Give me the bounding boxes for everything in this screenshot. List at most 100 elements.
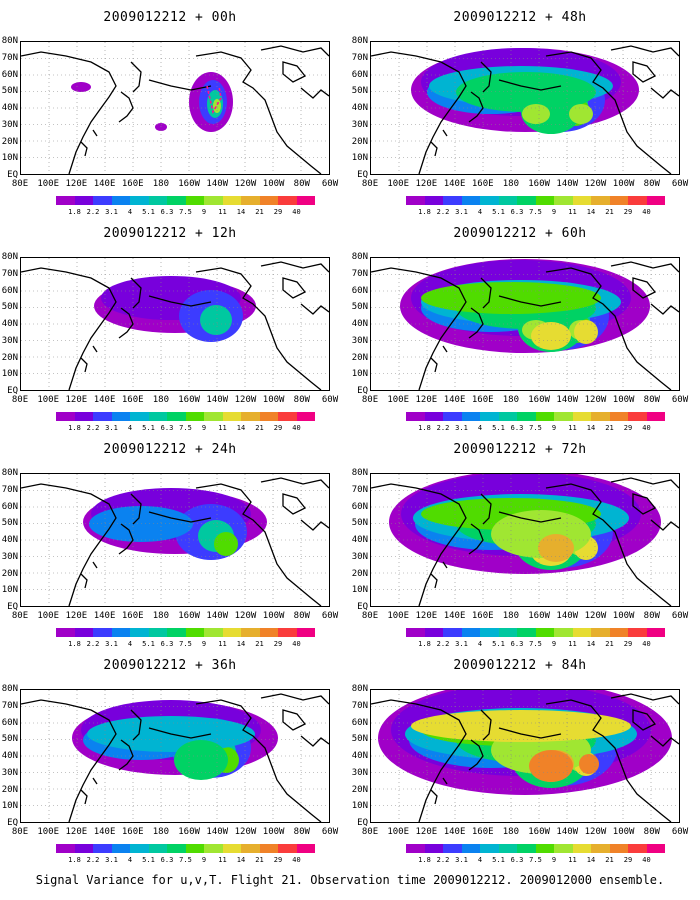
- latitude-label: 20N: [351, 784, 368, 795]
- variance-contour: [569, 104, 593, 124]
- latitude-label: 10N: [351, 153, 368, 164]
- colorbar-swatch: [278, 844, 297, 853]
- longitude-label: 80E: [11, 611, 29, 621]
- colorbar-swatch: [609, 196, 628, 205]
- longitude-label: 100W: [262, 611, 285, 621]
- colorbar-swatch: [572, 412, 591, 421]
- latitude-label: EQ: [7, 170, 18, 180]
- coastline: [118, 739, 134, 771]
- colorbar-label: 1.8: [68, 424, 81, 432]
- map-canvas: [371, 690, 679, 822]
- colorbar-label: 7.5: [179, 856, 192, 864]
- latitude-label: 80N: [351, 684, 368, 694]
- colorbar-label: 4: [477, 424, 483, 432]
- latitude-label: 80N: [351, 468, 368, 478]
- longitude-label: 120E: [65, 827, 88, 837]
- colorbar-swatch: [204, 412, 223, 421]
- colorbar-swatch: [185, 412, 204, 421]
- colorbar-label: 1.8: [68, 856, 81, 864]
- colorbar-label: 5.1: [492, 208, 505, 216]
- latitude-label: 80N: [1, 36, 18, 46]
- colorbar-label: 6.3: [510, 208, 524, 216]
- longitude-label: 140E: [443, 395, 466, 405]
- colorbar-label: 14: [236, 856, 246, 864]
- colorbar-swatch: [148, 628, 167, 637]
- colorbar-label: 40: [642, 208, 651, 216]
- coastline: [21, 699, 117, 822]
- latitude-label: 70N: [1, 700, 18, 711]
- colorbar-swatch: [278, 196, 297, 205]
- variance-contour: [579, 754, 599, 774]
- longitude-label: 180: [502, 827, 520, 837]
- colorbar-swatch: [443, 412, 462, 421]
- colorbar-label: 7.5: [179, 424, 192, 432]
- latitude-label: 40N: [1, 535, 18, 545]
- longitude-label: 160W: [528, 611, 550, 621]
- colorbar-label: 21: [605, 856, 614, 864]
- longitude-label: 180: [152, 611, 170, 621]
- longitude-label: 180: [502, 179, 520, 189]
- colorbar-swatch: [111, 196, 130, 205]
- coastline: [21, 483, 117, 606]
- longitude-label: 160W: [178, 395, 200, 405]
- coastline: [430, 789, 438, 805]
- colorbar-label: 2.2: [86, 640, 100, 648]
- colorbar-label: 6.3: [160, 856, 174, 864]
- colorbar-label: 6.3: [510, 856, 524, 864]
- coastline: [260, 693, 329, 705]
- colorbar-swatch: [609, 844, 628, 853]
- coastline: [442, 129, 448, 137]
- coastline: [545, 51, 672, 174]
- longitude-label: 160W: [528, 827, 550, 837]
- latitude-label: EQ: [7, 818, 18, 828]
- colorbar-label: 3.1: [105, 640, 118, 648]
- latitude-label: 10N: [1, 369, 18, 380]
- latitude-label: 20N: [351, 136, 368, 147]
- longitude-label: 80W: [293, 395, 310, 405]
- longitude-label: 100E: [387, 827, 410, 837]
- colorbar-label: 4: [477, 856, 483, 864]
- colorbar-swatch: [591, 844, 610, 853]
- colorbar-swatch: [74, 196, 93, 205]
- latitude-label: 10N: [351, 585, 368, 596]
- latitude-label: 80N: [1, 468, 18, 478]
- longitude-label: 140E: [93, 179, 116, 189]
- latitude-label: 30N: [351, 119, 368, 130]
- panel-title: 2009012212 + 12h: [103, 226, 237, 241]
- latitude-label: 40N: [1, 319, 18, 329]
- coastline: [498, 511, 562, 523]
- coastline: [118, 307, 134, 339]
- longitude-label: 120E: [65, 179, 88, 189]
- latitude-label: 10N: [1, 585, 18, 596]
- longitude-label: 60W: [321, 179, 339, 189]
- panel-title: 2009012212 + 48h: [453, 10, 587, 25]
- coastline: [610, 477, 679, 489]
- latitude-label: 20N: [1, 568, 18, 579]
- colorbar-label: 14: [236, 208, 246, 216]
- colorbar-swatch: [498, 844, 517, 853]
- coastline: [650, 735, 679, 747]
- colorbar-label: 7.5: [179, 640, 192, 648]
- colorbar-swatch: [480, 412, 499, 421]
- colorbar-swatch: [259, 844, 278, 853]
- longitude-label: 80E: [11, 395, 29, 405]
- latitude-label: EQ: [357, 818, 368, 828]
- latitude-label: 20N: [1, 784, 18, 795]
- latitude-label: 80N: [1, 684, 18, 694]
- longitude-label: 60W: [321, 611, 339, 621]
- longitude-label: 100E: [37, 611, 60, 621]
- longitude-label: 100E: [387, 179, 410, 189]
- colorbar-label: 9: [551, 424, 557, 432]
- latitude-label: 30N: [1, 551, 18, 562]
- colorbar-label: 3.1: [455, 208, 468, 216]
- colorbar-swatch: [443, 196, 462, 205]
- variance-contour: [214, 532, 238, 556]
- coastline: [282, 709, 307, 731]
- longitude-label: 60W: [671, 179, 689, 189]
- colorbar-swatch: [185, 196, 204, 205]
- latitude-label: 60N: [351, 69, 368, 80]
- colorbar-swatch: [517, 196, 536, 205]
- longitude-label: 120W: [234, 611, 257, 621]
- coastline: [498, 295, 562, 307]
- longitude-label: 160E: [121, 395, 144, 405]
